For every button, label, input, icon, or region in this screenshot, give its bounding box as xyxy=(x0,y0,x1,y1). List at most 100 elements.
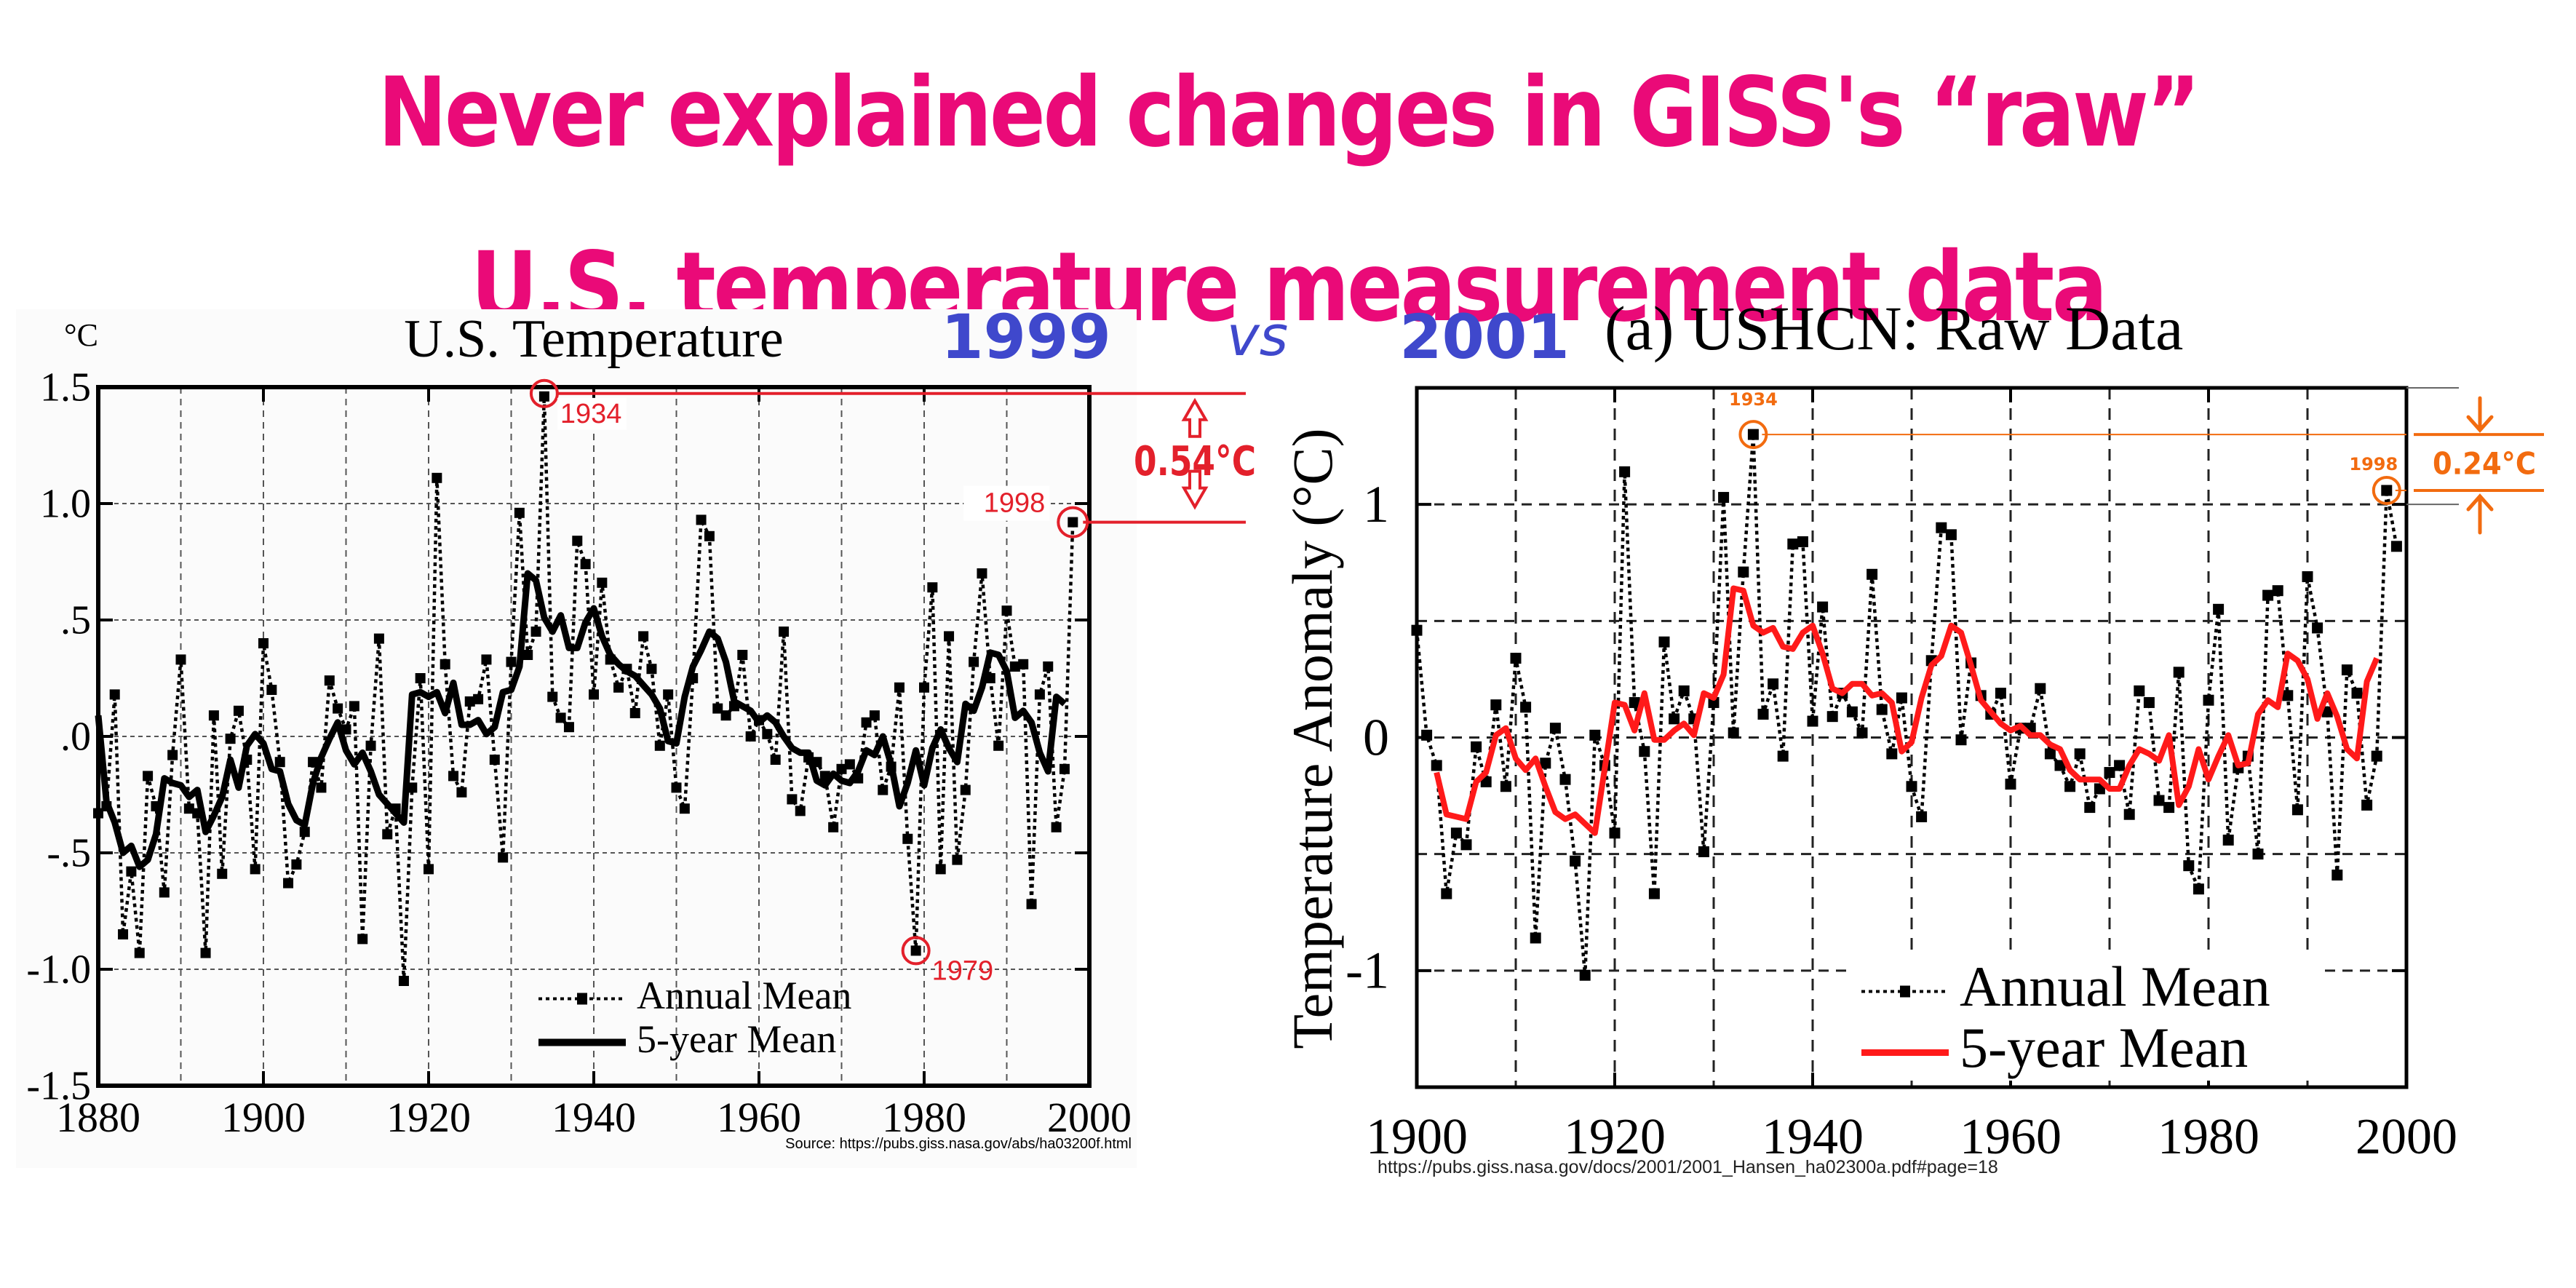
legend-annual-label: Annual Mean xyxy=(637,974,851,1017)
arrow-up-icon xyxy=(1181,397,1209,438)
annual-mean-point xyxy=(737,650,748,660)
annual-mean-point xyxy=(787,794,798,805)
right-source-text: https://pubs.giss.nasa.gov/docs/2001/200… xyxy=(1378,1157,1998,1177)
x-tick-label: 1940 xyxy=(1762,1109,1864,1165)
y-tick-label: .5 xyxy=(60,597,91,643)
y-tick-label: -1.5 xyxy=(26,1063,91,1108)
annual-mean-point xyxy=(1876,704,1888,715)
right-y-axis-label: Temperature Anomaly (°C) xyxy=(1281,428,1344,1049)
annual-mean-point xyxy=(1619,466,1631,477)
annual-mean-point xyxy=(1540,758,1551,769)
annual-mean-point xyxy=(679,803,690,814)
annual-mean-point xyxy=(489,755,500,765)
annual-mean-point xyxy=(1639,746,1650,758)
annual-mean-point xyxy=(2282,690,2294,701)
annual-mean-point xyxy=(357,934,368,945)
annual-mean-point xyxy=(2094,783,2105,795)
legend-annual-marker xyxy=(1900,985,1910,998)
annual-mean-point xyxy=(316,782,327,793)
label-background-1934 xyxy=(557,397,627,430)
annual-mean-point xyxy=(2044,748,2056,760)
annual-mean-point xyxy=(1579,969,1591,981)
annual-mean-point xyxy=(770,755,781,765)
annual-mean-point xyxy=(1460,839,1472,851)
annual-mean-point xyxy=(2262,589,2274,601)
annual-mean-point xyxy=(183,803,194,814)
annual-mean-point xyxy=(1906,781,1917,792)
annual-mean-point xyxy=(473,693,484,704)
legend-annual-label: Annual Mean xyxy=(1960,955,2270,1018)
annual-mean-point xyxy=(1559,774,1571,785)
annual-mean-point xyxy=(1658,636,1670,648)
annual-mean-point xyxy=(745,731,756,742)
annual-mean-point xyxy=(555,712,566,723)
legend-background xyxy=(1852,953,2318,1081)
annual-mean-point xyxy=(1817,601,1829,613)
arrow-up-icon xyxy=(2466,493,2494,535)
annual-mean-point xyxy=(2183,860,2195,872)
x-tick-label: 1960 xyxy=(1960,1109,2062,1165)
annual-mean-point xyxy=(424,864,434,875)
annual-mean-point xyxy=(919,682,929,693)
annual-mean-point xyxy=(613,682,624,693)
arrow-down-icon xyxy=(2466,396,2494,433)
annual-mean-point xyxy=(1500,781,1511,792)
right-year-label: 2001 xyxy=(1399,301,1570,373)
x-tick-label: 1880 xyxy=(56,1094,140,1141)
annual-mean-point xyxy=(2084,802,2096,814)
annual-mean-line xyxy=(1415,434,2398,976)
legend-five-year-label: 5-year Mean xyxy=(1960,1016,2248,1079)
annual-mean-point xyxy=(2390,541,2402,552)
annual-mean-point xyxy=(2291,804,2303,816)
y-tick-label: -1.0 xyxy=(26,947,91,992)
annual-mean-point xyxy=(869,710,880,721)
annual-mean-point xyxy=(1018,659,1029,669)
annual-mean-point xyxy=(530,627,541,637)
annual-mean-point xyxy=(2351,688,2363,699)
annual-mean-point xyxy=(629,708,640,718)
label-1998: 1998 xyxy=(984,488,1046,519)
annual-mean-point xyxy=(2331,869,2343,880)
arrow-down-icon xyxy=(1181,469,1209,510)
annual-mean-point xyxy=(1886,748,1898,760)
annual-mean-point xyxy=(1068,517,1078,528)
annual-mean-point xyxy=(696,514,707,525)
x-tick-label: 2000 xyxy=(2356,1109,2457,1165)
annual-mean-point xyxy=(283,878,294,889)
annual-mean-point xyxy=(1570,855,1581,867)
annual-mean-point xyxy=(481,654,492,665)
annual-mean-point xyxy=(547,691,558,702)
five-year-mean-line xyxy=(95,570,1067,870)
x-tick-label: 1980 xyxy=(2158,1109,2259,1165)
annual-mean-point xyxy=(762,728,773,739)
annual-mean-point xyxy=(1708,696,1720,708)
annual-mean-point xyxy=(514,507,525,518)
annual-mean-point xyxy=(440,659,450,669)
annual-mean-point xyxy=(2123,808,2135,820)
annual-mean-point xyxy=(1009,661,1020,672)
annual-mean-point xyxy=(671,782,682,793)
annual-mean-point xyxy=(1648,888,1660,899)
annual-mean-point xyxy=(498,852,509,863)
y-tick-label: 0 xyxy=(1363,708,1389,766)
annual-mean-point xyxy=(844,759,855,770)
annual-mean-point xyxy=(448,771,459,782)
annual-mean-point xyxy=(1471,741,1482,752)
annual-mean-point xyxy=(638,631,649,642)
annual-mean-point xyxy=(1609,827,1621,839)
annual-mean-point xyxy=(1411,624,1423,636)
legend-five-year-label: 5-year Mean xyxy=(637,1017,836,1061)
annual-mean-point xyxy=(1450,827,1462,839)
annual-mean-point xyxy=(927,582,938,593)
annual-mean-point xyxy=(1807,715,1818,727)
annual-mean-point xyxy=(572,536,583,546)
annual-mean-point xyxy=(952,854,963,865)
annual-mean-point xyxy=(456,787,467,798)
left-chart-title: U.S. Temperature xyxy=(404,309,784,369)
annual-mean-point xyxy=(2005,779,2016,790)
annual-mean-point xyxy=(993,740,1004,751)
annual-mean-point xyxy=(208,710,219,721)
annual-mean-point xyxy=(2064,781,2076,792)
annual-mean-point xyxy=(894,682,905,693)
annual-mean-point xyxy=(969,656,979,667)
